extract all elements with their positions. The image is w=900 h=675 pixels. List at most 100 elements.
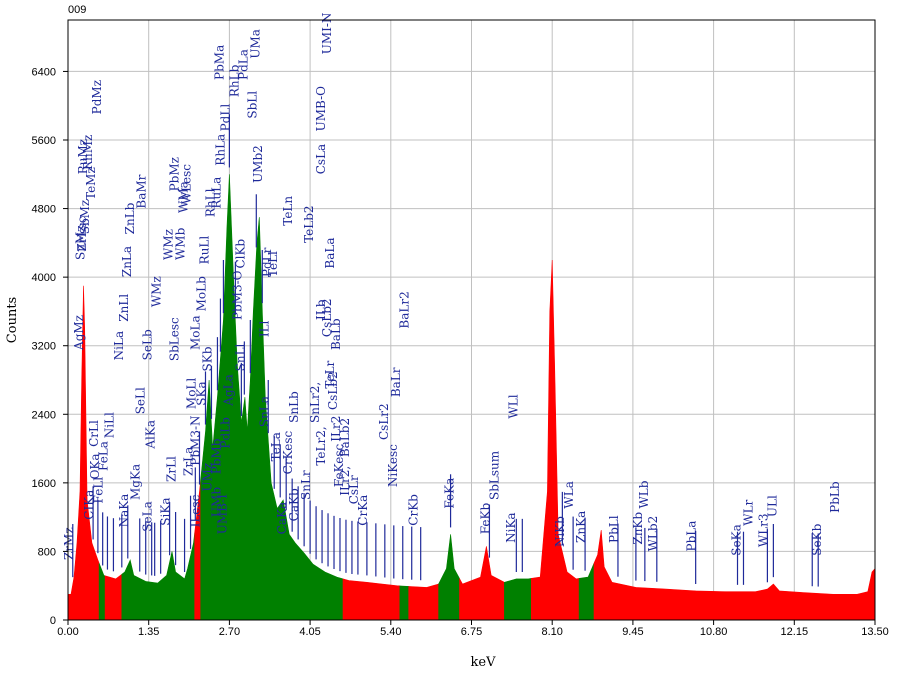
x-axis-title: keV — [471, 655, 497, 670]
spectrum-region-green — [578, 563, 595, 621]
peak-label: SbLesc — [168, 317, 182, 361]
spectrum-region-red — [342, 578, 401, 621]
peak-label: SeKa — [730, 524, 744, 555]
y-tick-label: 800 — [38, 546, 56, 558]
peak-label: BaLr — [389, 367, 403, 397]
peak-label: TeLr — [323, 360, 337, 388]
peak-label: UMa — [248, 29, 262, 59]
peak-label: SKa — [195, 381, 209, 405]
peak-label: SnLa — [257, 396, 271, 427]
peak-label: WLr — [742, 499, 756, 525]
spectrum-region-green — [438, 534, 460, 621]
peak-label: SeLl — [133, 387, 147, 414]
peak-label: ILesc — [189, 494, 203, 527]
spectrum-region-green — [98, 562, 106, 621]
peak-label: FeKa — [443, 478, 457, 509]
y-tick-label: 0 — [50, 615, 56, 627]
y-tick-label: 3200 — [32, 341, 56, 353]
peak-label: UMB-I — [215, 494, 229, 534]
peak-label: PbMa — [212, 45, 226, 80]
peak-label: ULl — [765, 495, 779, 517]
peak-label: CaKb — [287, 488, 301, 521]
peak-label: CsLb2 — [326, 371, 340, 410]
peak-label: ILb — [314, 299, 328, 320]
peak-label: RhMz — [81, 135, 95, 170]
peak-label: RuMz — [76, 139, 90, 174]
peak-label: ZnKb — [631, 512, 645, 545]
peak-label: MoLa — [189, 315, 203, 350]
peak-label: CsLb2 — [320, 298, 334, 337]
peak-label: CrKesc — [281, 431, 295, 475]
peak-label: ZrLa — [181, 447, 195, 476]
y-tick-label: 2400 — [32, 409, 56, 421]
peak-label: RhLa — [214, 134, 228, 166]
peak-label: SnLr2, — [308, 382, 322, 423]
peak-label: WLr3 — [756, 513, 770, 547]
peak-label: WMz — [150, 276, 164, 307]
spectrum-area — [67, 174, 876, 621]
y-tick-label: 1600 — [32, 478, 56, 490]
peak-label: PbLl — [607, 515, 621, 543]
peak-label: ZnLl — [117, 294, 131, 322]
peak-label: SbLl — [245, 91, 259, 119]
peak-label: BaLb2 — [338, 418, 352, 457]
peak-label: UMB-O — [314, 86, 328, 131]
peak-label: OKa — [88, 453, 102, 479]
peak-label: UMb2 — [251, 145, 265, 183]
peak-label: PbMb — [209, 438, 223, 474]
peak-label: PbM3-O — [230, 270, 244, 320]
y-tick-label: 5600 — [32, 135, 56, 147]
spectrum-region-red — [593, 529, 876, 621]
peak-label: MoLl — [184, 378, 198, 409]
peak-label: WMz — [162, 229, 176, 260]
peak-label: PdLr — [260, 247, 274, 277]
peak-label: SnLr — [299, 470, 313, 500]
x-tick-label: 10.80 — [700, 626, 728, 638]
spectrum-region-red — [67, 285, 100, 621]
peak-label: ZnKa — [574, 511, 588, 543]
peak-label: PbLb — [828, 481, 842, 513]
y-axis-ticks: 0 800 1600 2400 3200 4000 4800 5600 6400 — [32, 66, 68, 627]
peak-label: CsLr — [347, 475, 361, 504]
element-marker-lines — [72, 114, 819, 587]
peak-label: AgMz — [72, 315, 86, 351]
peak-label: MoLb — [195, 276, 209, 311]
peak-label: FeLa — [96, 441, 110, 471]
peak-label: RhLl — [204, 188, 218, 217]
x-tick-label: 5.40 — [380, 626, 401, 638]
peak-label: RhLb — [227, 64, 241, 97]
peak-label: BaMr — [135, 174, 149, 208]
peak-label: WLb2 — [646, 516, 660, 552]
x-tick-label: 2.70 — [219, 626, 240, 638]
peak-label: PdLa — [236, 49, 250, 80]
peak-label: UMb — [209, 487, 223, 517]
peak-label: UMI-N — [320, 13, 334, 55]
peak-label: PbMz — [168, 157, 182, 191]
peak-label: NiLl — [102, 412, 116, 438]
peak-label: ILl — [257, 320, 271, 337]
peak-label: NiKa — [504, 512, 518, 542]
y-tick-label: 6400 — [32, 66, 56, 78]
y-tick-label: 4000 — [32, 272, 56, 284]
peak-label: SnMz — [74, 225, 88, 260]
peak-label: CrLl — [87, 420, 101, 447]
spectrum-region-red — [104, 573, 123, 621]
peak-label: SiKa — [159, 497, 173, 525]
peak-label: PbLa — [685, 521, 699, 552]
peak-label: SbMz — [78, 200, 92, 235]
peak-label: WMa — [177, 181, 191, 213]
peak-label: FeKb — [478, 503, 492, 535]
spectrum-region-red — [459, 546, 505, 621]
peak-label: PdLb — [218, 417, 232, 449]
peak-label: TeLl — [266, 251, 280, 277]
peak-label: ZrLl — [165, 456, 179, 482]
peak-label: NaKa — [117, 494, 131, 528]
peak-label: CrKa — [356, 495, 370, 526]
peak-label: PdMz — [90, 80, 104, 114]
x-tick-label: 12.15 — [781, 626, 809, 638]
y-tick-label: 4800 — [32, 204, 56, 216]
peak-label: CIKa — [82, 490, 96, 520]
peak-label: NiKb — [553, 516, 567, 547]
peak-label: WLesc — [179, 164, 193, 205]
x-axis-ticks: 0.00 1.35 2.70 4.05 5.40 6.75 8.10 9.45 10.80 12.… — [57, 620, 889, 638]
